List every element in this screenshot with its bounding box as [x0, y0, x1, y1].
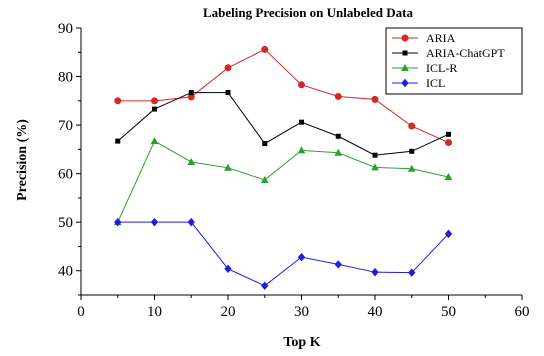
series-line: [118, 141, 449, 222]
x-tick-label: 30: [294, 304, 309, 320]
data-point: [189, 91, 193, 95]
series-icl-r: [115, 138, 452, 225]
data-point: [262, 282, 268, 289]
x-tick-label: 60: [515, 304, 530, 320]
series-line: [118, 93, 449, 156]
x-tick-label: 50: [441, 304, 456, 320]
x-tick-label: 0: [77, 304, 85, 320]
series-icl: [115, 219, 452, 290]
data-point: [299, 254, 305, 261]
legend-swatch-marker: [402, 35, 408, 41]
x-axis-title: Top K: [283, 335, 320, 350]
data-point: [263, 142, 267, 146]
data-point: [152, 219, 158, 226]
y-tick-label: 80: [58, 70, 73, 86]
data-point: [372, 96, 378, 102]
y-axis-title: Precision (%): [15, 119, 30, 201]
data-point: [115, 98, 121, 104]
data-point: [226, 91, 230, 95]
data-point: [188, 159, 194, 165]
data-point: [299, 82, 305, 88]
data-point: [446, 140, 452, 146]
legend-label: ARIA-ChatGPT: [426, 46, 505, 60]
data-point: [152, 138, 158, 144]
y-tick-label: 70: [58, 118, 73, 134]
legend-label: ICL: [426, 76, 445, 90]
data-point: [335, 93, 341, 99]
data-point: [262, 46, 268, 52]
data-point: [335, 261, 341, 268]
data-point: [372, 269, 378, 276]
data-point: [152, 98, 158, 104]
legend-swatch-marker: [403, 51, 407, 55]
y-tick-label: 50: [58, 215, 73, 231]
data-point: [225, 65, 231, 71]
data-point: [410, 149, 414, 153]
series-line: [118, 222, 449, 286]
data-point: [409, 123, 415, 129]
data-point: [336, 134, 340, 138]
x-tick-label: 20: [221, 304, 236, 320]
legend-label: ICL-R: [426, 61, 457, 75]
y-tick-label: 90: [58, 21, 73, 37]
y-tick-label: 60: [58, 167, 73, 183]
data-point: [116, 139, 120, 143]
data-point: [447, 132, 451, 136]
x-tick-label: 10: [147, 304, 162, 320]
y-tick-label: 40: [58, 264, 73, 280]
x-tick-label: 40: [368, 304, 383, 320]
chart-title: Labeling Precision on Unlabeled Data: [203, 5, 413, 20]
data-point: [300, 120, 304, 124]
data-point: [373, 153, 377, 157]
data-point: [153, 107, 157, 111]
legend-label: ARIA: [426, 31, 456, 45]
